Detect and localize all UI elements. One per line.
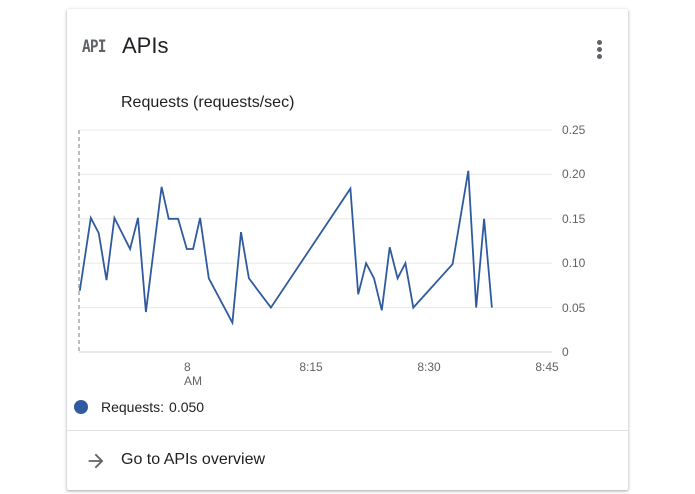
legend-series-dot-icon [74,400,88,414]
y-tick-label: 0.15 [562,211,586,226]
go-to-apis-overview-link[interactable]: Go to APIs overview [67,431,628,490]
chart-title: Requests (requests/sec) [121,94,295,111]
apis-card: API APIs Requests (requests/sec) 0 0.05 0.… [67,9,628,490]
card-title: APIs [122,33,169,58]
legend-value: 0.050 [169,399,205,415]
footer-divider [67,430,628,431]
arrow-forward-icon [88,453,104,469]
x-tick-label: 8:30 [417,360,441,374]
x-tick-label: 8:45 [535,360,559,374]
legend-label: Requests: [101,399,165,415]
more-vert-icon-dot [596,39,602,45]
x-tick-label: 8 AM [184,360,203,388]
more-vert-icon-dot [596,46,602,52]
card-header: API APIs [67,9,628,79]
more-options-button[interactable] [589,37,609,61]
y-tick-label: 0.05 [562,300,586,315]
y-tick-label: 0 [562,345,569,359]
legend-entry: Requests: 0.050 [101,399,204,415]
chart-legend: Requests: 0.050 [74,397,204,417]
footer-link-label: Go to APIs overview [121,451,266,468]
y-tick-label: 0.25 [562,123,586,137]
requests-series-line [78,170,493,326]
more-vert-icon-dot [596,53,602,59]
y-tick-label: 0.20 [562,167,586,182]
x-tick-label: 8:15 [299,360,323,374]
api-icon: API [82,37,106,57]
chart-plot-area [78,129,552,353]
y-tick-label: 0.10 [562,256,586,271]
